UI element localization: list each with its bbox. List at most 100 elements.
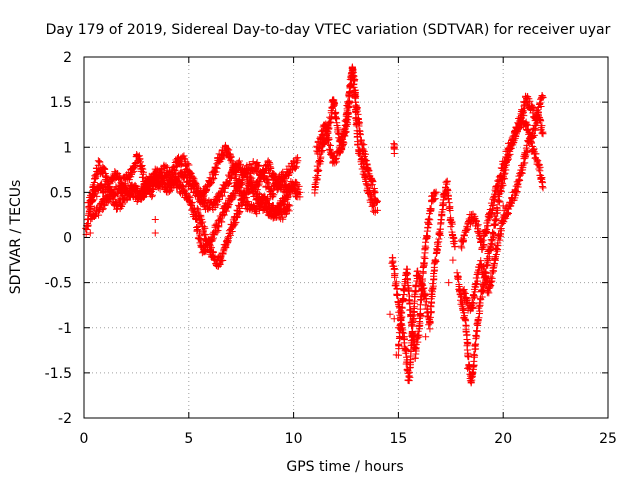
data-point (259, 197, 267, 205)
data-point (420, 253, 428, 261)
data-point (485, 289, 493, 297)
data-point (200, 223, 208, 231)
data-point (392, 278, 400, 286)
data-point (256, 178, 264, 186)
data-point (213, 201, 221, 209)
data-point (479, 236, 487, 244)
data-point (494, 185, 502, 193)
data-point (539, 130, 547, 138)
data-point (279, 215, 287, 223)
data-point (474, 277, 482, 285)
data-point (139, 187, 147, 195)
data-point (294, 193, 302, 201)
data-point (477, 257, 485, 265)
data-point (326, 118, 334, 126)
data-point (86, 229, 94, 237)
data-point (396, 334, 404, 342)
data-point (470, 357, 478, 365)
data-point (490, 264, 498, 272)
data-point (434, 242, 442, 250)
data-point (493, 215, 501, 223)
data-point (464, 352, 472, 360)
data-point (353, 104, 361, 112)
data-point (445, 192, 453, 200)
data-point (332, 109, 340, 117)
data-point (205, 237, 213, 245)
data-point (393, 291, 401, 299)
data-point (225, 201, 233, 209)
data-point (171, 176, 179, 184)
data-point (411, 287, 419, 295)
x-tick-label: 15 (389, 431, 407, 447)
data-point (277, 201, 285, 209)
data-point (502, 214, 510, 222)
data-point (238, 200, 246, 208)
data-point (213, 164, 221, 172)
data-point (94, 157, 102, 165)
data-point (473, 333, 481, 341)
data-point (231, 219, 239, 227)
data-point (344, 100, 352, 108)
data-point (219, 257, 227, 265)
data-point (366, 186, 374, 194)
data-point (426, 216, 434, 224)
data-point (472, 274, 480, 282)
data-point (356, 151, 364, 159)
data-point (255, 162, 263, 170)
data-point (139, 173, 147, 181)
data-point (85, 202, 93, 210)
data-point (449, 256, 457, 264)
data-point (474, 221, 482, 229)
data-point (475, 314, 483, 322)
data-point (405, 287, 413, 295)
data-point (241, 197, 249, 205)
data-point (373, 199, 381, 207)
data-point (356, 119, 364, 127)
data-point (524, 121, 532, 129)
data-point (483, 227, 491, 235)
data-point (287, 190, 295, 198)
data-point (397, 309, 405, 317)
data-point (152, 180, 160, 188)
data-point (253, 210, 261, 218)
data-point (116, 175, 124, 183)
data-point (88, 198, 96, 206)
data-point (523, 141, 531, 149)
data-point (291, 185, 299, 193)
data-point (265, 180, 273, 188)
data-point (361, 171, 369, 179)
data-point (341, 124, 349, 132)
data-point (93, 192, 101, 200)
data-point (473, 327, 481, 335)
data-point (270, 191, 278, 199)
data-point (294, 157, 302, 165)
data-point (148, 178, 156, 186)
data-point (359, 146, 367, 154)
data-point (414, 267, 422, 275)
data-point (461, 312, 469, 320)
data-point (432, 188, 440, 196)
data-point (128, 169, 136, 177)
data-point (148, 191, 156, 199)
data-point (369, 178, 377, 186)
data-point (203, 185, 211, 193)
data-point (124, 184, 132, 192)
data-point (216, 260, 224, 268)
data-point (470, 353, 478, 361)
data-point (88, 197, 96, 205)
data-point (453, 269, 461, 277)
data-point (225, 234, 233, 242)
data-point (184, 160, 192, 168)
data-point (515, 175, 523, 183)
data-point (395, 342, 403, 350)
data-point (499, 202, 507, 210)
data-points (82, 63, 547, 387)
data-point (323, 130, 331, 138)
data-point (99, 205, 107, 213)
data-point (392, 351, 400, 359)
data-point (373, 206, 381, 214)
data-point (428, 291, 436, 299)
data-point (474, 228, 482, 236)
data-point (215, 262, 223, 270)
data-point (390, 143, 398, 151)
